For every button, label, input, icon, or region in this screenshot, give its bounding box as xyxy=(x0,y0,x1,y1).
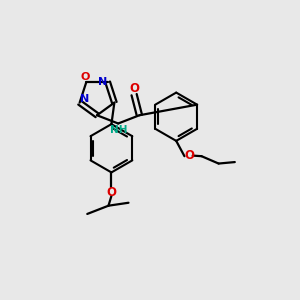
Text: O: O xyxy=(184,149,194,162)
Text: NH: NH xyxy=(110,125,128,135)
Text: O: O xyxy=(130,82,140,95)
Text: N: N xyxy=(80,94,90,104)
Text: O: O xyxy=(80,72,89,82)
Text: O: O xyxy=(106,186,116,199)
Text: N: N xyxy=(98,77,107,87)
